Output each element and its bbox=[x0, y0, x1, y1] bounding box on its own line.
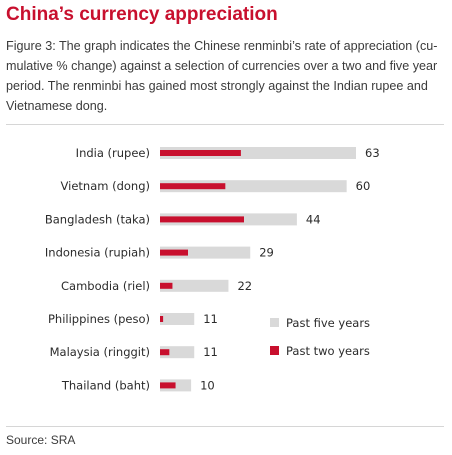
category-label: Indonesia (rupiah) bbox=[45, 246, 150, 260]
legend-swatch-two-years bbox=[270, 346, 279, 355]
data-label: 60 bbox=[356, 179, 371, 193]
bar-two-years bbox=[160, 316, 164, 322]
legend-swatch-five-years bbox=[270, 318, 279, 327]
legend-label-two-years: Past two years bbox=[286, 344, 370, 358]
data-label: 29 bbox=[259, 246, 274, 260]
chart-caption: Figure 3: The graph indicates the Chines… bbox=[6, 39, 438, 113]
data-label: 11 bbox=[203, 345, 218, 359]
data-label: 63 bbox=[365, 146, 380, 160]
source-note: Source: SRA bbox=[6, 433, 76, 447]
bar-five-years bbox=[160, 313, 195, 325]
bar-two-years bbox=[160, 216, 244, 223]
category-label: Cambodia (riel) bbox=[61, 279, 150, 293]
bar-two-years bbox=[160, 382, 176, 389]
category-label: Vietnam (dong) bbox=[61, 179, 150, 193]
data-label: 11 bbox=[203, 312, 218, 326]
chart-panel: India (rupee) 63 Vietnam (dong) 60 Banglades… bbox=[6, 124, 444, 427]
data-label: 44 bbox=[306, 212, 321, 226]
data-label: 10 bbox=[200, 378, 215, 392]
category-label: India (rupee) bbox=[76, 146, 150, 160]
bar-chart: India (rupee) 63 Vietnam (dong) 60 Banglades… bbox=[45, 146, 380, 392]
bar-five-years bbox=[160, 279, 229, 292]
bar-two-years bbox=[160, 349, 170, 356]
category-label: Philippines (peso) bbox=[48, 312, 150, 326]
bar-two-years bbox=[160, 150, 241, 156]
bar-two-years bbox=[160, 249, 188, 256]
data-label: 22 bbox=[237, 279, 252, 293]
category-label: Malaysia (ringgit) bbox=[50, 345, 150, 359]
legend-label-five-years: Past five years bbox=[286, 316, 370, 330]
category-label: Thailand (baht) bbox=[61, 378, 150, 392]
bar-two-years bbox=[160, 282, 173, 289]
category-label: Bangladesh (taka) bbox=[45, 212, 150, 226]
chart-title: China’s currency appreciation bbox=[6, 4, 278, 25]
bar-two-years bbox=[160, 183, 226, 190]
